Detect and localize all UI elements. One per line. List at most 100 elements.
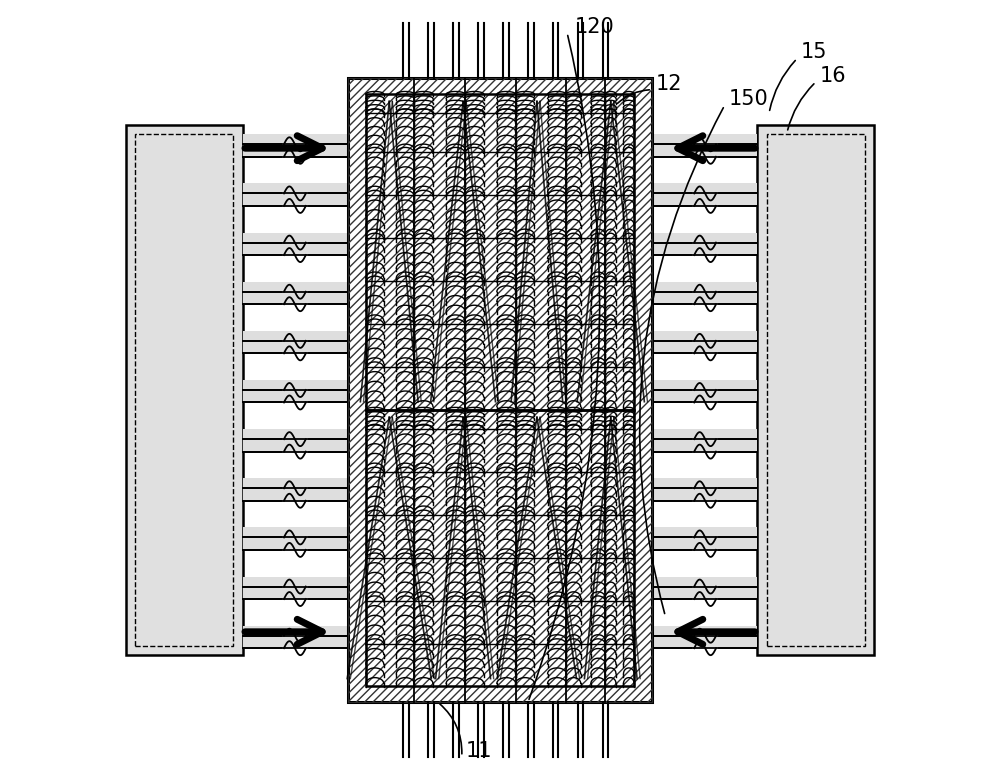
Point bbox=[166, 124, 182, 136]
Point bbox=[216, 410, 232, 423]
Point bbox=[135, 559, 151, 572]
Point bbox=[124, 132, 140, 144]
Point bbox=[846, 328, 862, 340]
Point bbox=[697, 633, 713, 645]
Point bbox=[208, 126, 224, 138]
Point bbox=[766, 223, 782, 236]
Point bbox=[818, 203, 834, 215]
Point bbox=[269, 286, 285, 299]
Point bbox=[739, 581, 755, 594]
Point bbox=[291, 438, 307, 451]
Point bbox=[854, 392, 870, 404]
Point bbox=[758, 413, 774, 425]
Point bbox=[800, 287, 816, 300]
Point bbox=[767, 340, 783, 353]
Point bbox=[170, 646, 186, 658]
Point bbox=[852, 193, 868, 206]
Point bbox=[722, 184, 738, 197]
Point bbox=[685, 623, 701, 636]
Point bbox=[125, 404, 141, 417]
Point bbox=[862, 435, 878, 448]
Point bbox=[256, 242, 272, 254]
Point bbox=[786, 274, 802, 286]
Point bbox=[739, 283, 755, 296]
Point bbox=[223, 185, 239, 197]
Point bbox=[137, 471, 153, 484]
Point bbox=[863, 142, 879, 154]
Point bbox=[861, 381, 877, 393]
Point bbox=[842, 628, 858, 640]
Point bbox=[782, 604, 798, 616]
Point bbox=[317, 441, 333, 453]
Point bbox=[196, 367, 212, 380]
Point bbox=[179, 241, 195, 254]
Point bbox=[814, 630, 830, 643]
Point bbox=[811, 523, 827, 535]
Point bbox=[801, 631, 817, 644]
Point bbox=[787, 132, 803, 144]
Point bbox=[672, 534, 688, 546]
Point bbox=[707, 276, 723, 289]
Point bbox=[737, 531, 753, 544]
Point bbox=[314, 285, 330, 297]
Point bbox=[856, 334, 872, 346]
Point bbox=[706, 536, 722, 548]
Point bbox=[654, 193, 670, 206]
Point bbox=[718, 331, 734, 343]
Point bbox=[857, 408, 873, 420]
Point bbox=[133, 226, 149, 239]
Point bbox=[271, 531, 287, 544]
Point bbox=[765, 411, 781, 424]
Point bbox=[846, 362, 862, 374]
Point bbox=[849, 399, 865, 411]
Point bbox=[246, 576, 262, 588]
Point bbox=[839, 509, 855, 522]
Point bbox=[259, 391, 275, 403]
Point bbox=[659, 433, 675, 445]
Point bbox=[122, 560, 138, 573]
Point bbox=[133, 546, 149, 558]
Point bbox=[743, 394, 759, 406]
Point bbox=[182, 157, 198, 169]
Point bbox=[140, 584, 156, 597]
Point bbox=[667, 473, 683, 486]
Point bbox=[308, 478, 324, 491]
Point bbox=[223, 136, 239, 148]
Point bbox=[741, 236, 757, 249]
Point bbox=[192, 434, 208, 447]
Point bbox=[843, 275, 859, 287]
Point bbox=[265, 133, 281, 145]
Point bbox=[823, 615, 839, 627]
Point bbox=[702, 481, 718, 494]
Point bbox=[144, 292, 160, 305]
Point bbox=[698, 236, 714, 248]
Point bbox=[768, 597, 784, 610]
Point bbox=[207, 288, 223, 300]
Point bbox=[772, 594, 788, 606]
Point bbox=[742, 441, 758, 454]
Point bbox=[286, 336, 302, 349]
Point bbox=[272, 442, 288, 455]
Point bbox=[203, 618, 219, 630]
Point bbox=[818, 184, 834, 197]
Point bbox=[157, 612, 173, 625]
Point bbox=[846, 615, 862, 627]
Point bbox=[669, 429, 685, 441]
Point bbox=[670, 285, 686, 297]
Point bbox=[688, 474, 704, 487]
Point bbox=[790, 396, 806, 409]
Point bbox=[210, 259, 226, 271]
Point bbox=[731, 492, 747, 505]
Point bbox=[765, 519, 781, 532]
Point bbox=[203, 566, 219, 578]
Point bbox=[287, 442, 303, 455]
Point bbox=[860, 321, 876, 333]
Point bbox=[311, 580, 327, 592]
Point bbox=[286, 526, 302, 538]
Point bbox=[765, 388, 781, 401]
Point bbox=[311, 542, 327, 555]
Point bbox=[689, 333, 705, 346]
Point bbox=[804, 576, 820, 588]
Point bbox=[777, 530, 793, 542]
Point bbox=[204, 622, 220, 634]
